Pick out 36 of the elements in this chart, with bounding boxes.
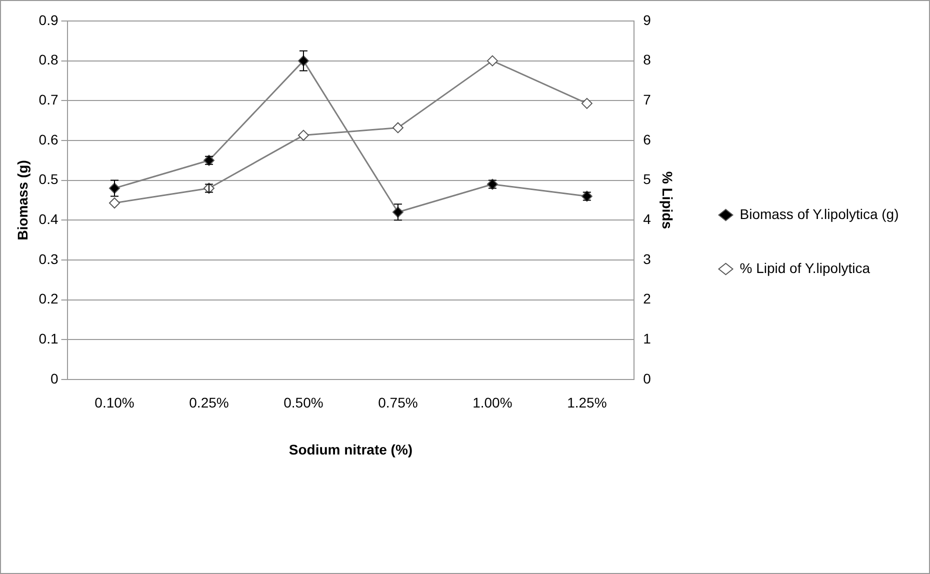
y-tick-label: 0 — [50, 370, 58, 386]
y2-axis-title: % Lipids — [659, 171, 676, 230]
y2-tick-label: 2 — [643, 290, 652, 307]
y-tick-label: 0.2 — [38, 290, 58, 307]
x-tick-label: 1.00% — [472, 394, 512, 411]
y-tick-label: 0.1 — [38, 330, 58, 346]
y2-tick-label: 8 — [643, 52, 652, 68]
y-tick-label: 0.8 — [38, 52, 58, 68]
x-tick-label: 0.25% — [189, 394, 229, 411]
x-tick-label: 0.75% — [378, 394, 418, 411]
y-tick-label: 0.3 — [38, 250, 58, 267]
point — [486, 55, 498, 66]
y-tick-label: 0.4 — [38, 210, 58, 227]
y2-tick-label: 9 — [643, 12, 652, 28]
y2-tick-label: 0 — [643, 370, 652, 386]
legend-label: % Lipid of Y.lipolytica — [740, 260, 870, 276]
y-tick-label: 0.6 — [38, 131, 58, 148]
x-tick-label: 0.10% — [94, 394, 134, 411]
x-tick-label: 0.50% — [284, 394, 324, 411]
y2-tick-label: 3 — [643, 250, 652, 267]
y2-tick-label: 5 — [643, 171, 652, 188]
y-tick-label: 0.7 — [38, 92, 58, 108]
y-tick-label: 0.9 — [38, 12, 58, 28]
point — [298, 130, 309, 141]
y2-tick-label: 7 — [643, 92, 652, 108]
y-axis-title: Biomass (g) — [14, 160, 30, 240]
y2-tick-label: 4 — [643, 210, 652, 227]
x-tick-label: 1.25% — [567, 394, 607, 411]
x-axis-title: Sodium nitrate (%) — [288, 441, 413, 458]
y2-tick-label: 1 — [643, 330, 652, 346]
y-tick-label: 0.5 — [38, 171, 58, 188]
point — [581, 98, 592, 109]
y2-tick-label: 6 — [643, 131, 652, 148]
point — [392, 122, 404, 134]
legend-label: Biomass of Y.lipolytica (g) — [740, 206, 899, 222]
point — [109, 197, 120, 208]
